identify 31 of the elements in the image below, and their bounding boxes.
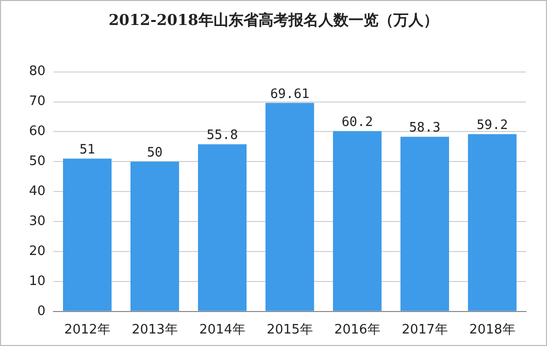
data-label: 58.3 (409, 120, 440, 136)
data-label: 69.61 (270, 86, 310, 102)
x-tick-label: 2017年 (402, 322, 448, 338)
x-tick-label: 2012年 (64, 322, 110, 338)
bar (198, 144, 247, 311)
bar (400, 136, 450, 311)
y-tick-label: 60 (28, 124, 46, 140)
bar (130, 162, 180, 311)
bar (265, 102, 314, 311)
x-tick-label: 2015年 (266, 322, 313, 338)
x-tick-label: 2018年 (469, 322, 516, 338)
bar (62, 158, 112, 311)
y-tick-label: 50 (28, 154, 46, 170)
data-label: 59.2 (476, 118, 508, 133)
x-tick-label: 2013年 (132, 322, 178, 338)
data-label: 51 (79, 142, 96, 158)
y-tick-label: 80 (28, 64, 46, 80)
y-tick-label: 70 (28, 94, 46, 110)
data-label: 60.2 (342, 114, 373, 130)
x-tick-label: 2016年 (334, 322, 380, 338)
data-label: 55.8 (206, 128, 238, 144)
data-label: 50 (146, 146, 163, 161)
y-tick-label: 30 (28, 214, 46, 229)
bar (468, 134, 517, 311)
y-tick-label: 20 (28, 244, 46, 259)
chart-title: 2012-2018年山东省高考报名人数一览（万人） (108, 11, 440, 30)
y-tick-label: 10 (28, 274, 46, 289)
y-tick-label: 0 (37, 304, 46, 319)
x-tick-label: 2014年 (199, 322, 246, 338)
y-tick-label: 40 (28, 184, 46, 199)
bar (332, 131, 382, 311)
